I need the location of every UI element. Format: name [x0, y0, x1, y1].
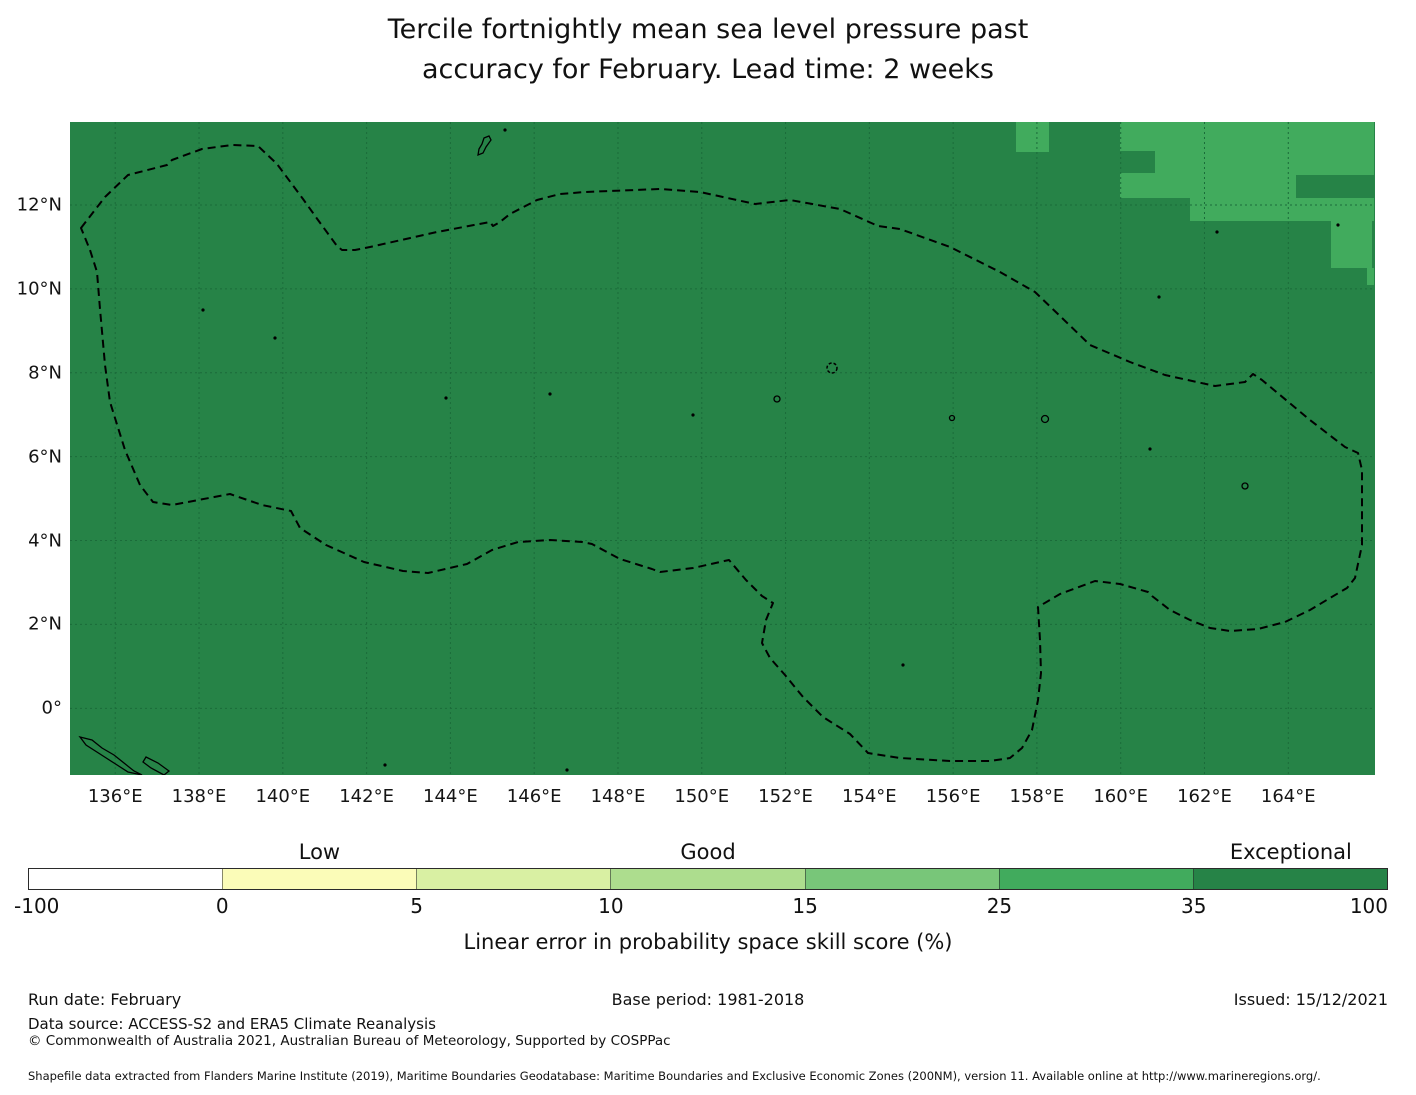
islet-dot	[1148, 447, 1152, 451]
colorbar-boundary-label: 25	[986, 894, 1013, 918]
skill-patch	[1190, 198, 1374, 221]
islet-dot	[444, 396, 448, 400]
skill-patch	[1016, 122, 1049, 152]
colorbar-segment	[416, 869, 611, 889]
x-tick-label: 140°E	[255, 786, 311, 807]
island-guam	[477, 135, 492, 157]
island-oroluk	[948, 414, 956, 422]
y-tick-label: 8°N	[28, 362, 62, 384]
y-tick-label: 12°N	[16, 194, 62, 216]
x-tick-label: 150°E	[674, 786, 730, 807]
island-pohnpei	[1040, 414, 1050, 424]
title-line-1: Tercile fortnightly mean sea level press…	[387, 14, 1029, 45]
colorbar: Low Good Exceptional -100 0 5 10 15 25 35 100	[14, 840, 1388, 920]
islet-dot	[201, 308, 205, 312]
colorbar-segment	[1192, 869, 1387, 889]
islet-dot	[1215, 230, 1219, 234]
islet-dot	[901, 663, 905, 667]
eez-circle-minto-reef	[826, 362, 838, 374]
x-tick-label: 154°E	[841, 786, 897, 807]
colorbar-boundary-label: 5	[410, 894, 423, 918]
skill-patch	[1155, 122, 1374, 175]
colorbar-segment	[222, 869, 417, 889]
skill-patch	[1331, 221, 1372, 268]
x-tick-label: 158°E	[1009, 786, 1065, 807]
colorbar-boundary-label: 15	[792, 894, 818, 918]
y-tick-label: 10°N	[16, 278, 62, 300]
x-tick-label: 144°E	[423, 786, 478, 807]
island-kosrae	[1241, 482, 1249, 490]
colorbar-category-labels: Low Good Exceptional	[28, 840, 1388, 868]
colorbar-tick-labels: -100 0 5 10 15 25 35 100	[14, 894, 1388, 920]
x-tick-label: 160°E	[1093, 786, 1149, 807]
island-new-ireland	[78, 735, 143, 775]
colorbar-boundary-label: 10	[598, 894, 624, 918]
y-tick-label: 4°N	[28, 530, 62, 552]
title-line-2: accuracy for February. Lead time: 2 week…	[422, 54, 994, 85]
islet-dot	[383, 763, 387, 767]
x-tick-label: 142°E	[339, 786, 394, 807]
map-base-fill	[70, 122, 1375, 775]
islet-dot	[565, 768, 569, 772]
copyright-text: © Commonwealth of Australia 2021, Austra…	[28, 1033, 671, 1049]
shapefile-note-text: Shapefile data extracted from Flanders M…	[28, 1069, 1321, 1083]
colorbar-axis-label: Linear error in probability space skill …	[463, 930, 953, 954]
skill-patch	[1367, 268, 1374, 285]
x-tick-label: 136°E	[87, 786, 143, 807]
base-period-text: Base period: 1981-2018	[611, 990, 805, 1009]
issued-date-text: Issued: 15/12/2021	[1233, 990, 1388, 1009]
map-canvas	[70, 122, 1375, 775]
colorbar-boundary-label: 35	[1180, 894, 1207, 918]
x-tick-label: 162°E	[1177, 786, 1232, 807]
map-svg	[70, 122, 1375, 775]
colorbar-boundary-label: 0	[215, 894, 229, 918]
islet-dot	[273, 336, 277, 340]
colorbar-segment	[29, 869, 223, 889]
colorbar-bar	[28, 868, 1388, 890]
islet-dot	[1336, 223, 1340, 227]
eez-boundary	[80, 144, 1363, 762]
y-tick-label: 2°N	[28, 613, 62, 635]
island-bougainville	[142, 756, 171, 775]
colorbar-category-exceptional: Exceptional	[1229, 840, 1352, 864]
colorbar-category-low: Low	[298, 840, 341, 864]
colorbar-boundary-label: -100	[14, 894, 60, 918]
y-tick-label: 6°N	[28, 446, 62, 468]
data-source-text: Data source: ACCESS-S2 and ERA5 Climate …	[28, 1015, 436, 1033]
islet-dot	[691, 413, 695, 417]
colorbar-segment	[998, 869, 1193, 889]
islet-dot	[503, 128, 507, 132]
island-chuuk	[773, 395, 781, 403]
colorbar-segment	[804, 869, 999, 889]
page-title: Tercile fortnightly mean sea level press…	[0, 10, 1416, 90]
islet-dot	[548, 392, 552, 396]
run-date-text: Run date: February	[28, 990, 182, 1009]
colorbar-boundary-label: 100	[1349, 894, 1388, 918]
colorbar-segment	[610, 869, 805, 889]
x-tick-label: 156°E	[925, 786, 981, 807]
x-tick-label: 164°E	[1260, 786, 1316, 807]
x-tick-label: 138°E	[171, 786, 227, 807]
colorbar-category-good: Good	[680, 840, 736, 864]
skill-patch	[1120, 173, 1296, 198]
x-tick-label: 152°E	[758, 786, 813, 807]
y-tick-label: 0°	[41, 697, 62, 719]
skill-patch	[1120, 122, 1156, 151]
islet-dot	[1157, 295, 1161, 299]
x-tick-label: 146°E	[506, 786, 562, 807]
x-tick-label: 148°E	[590, 786, 646, 807]
